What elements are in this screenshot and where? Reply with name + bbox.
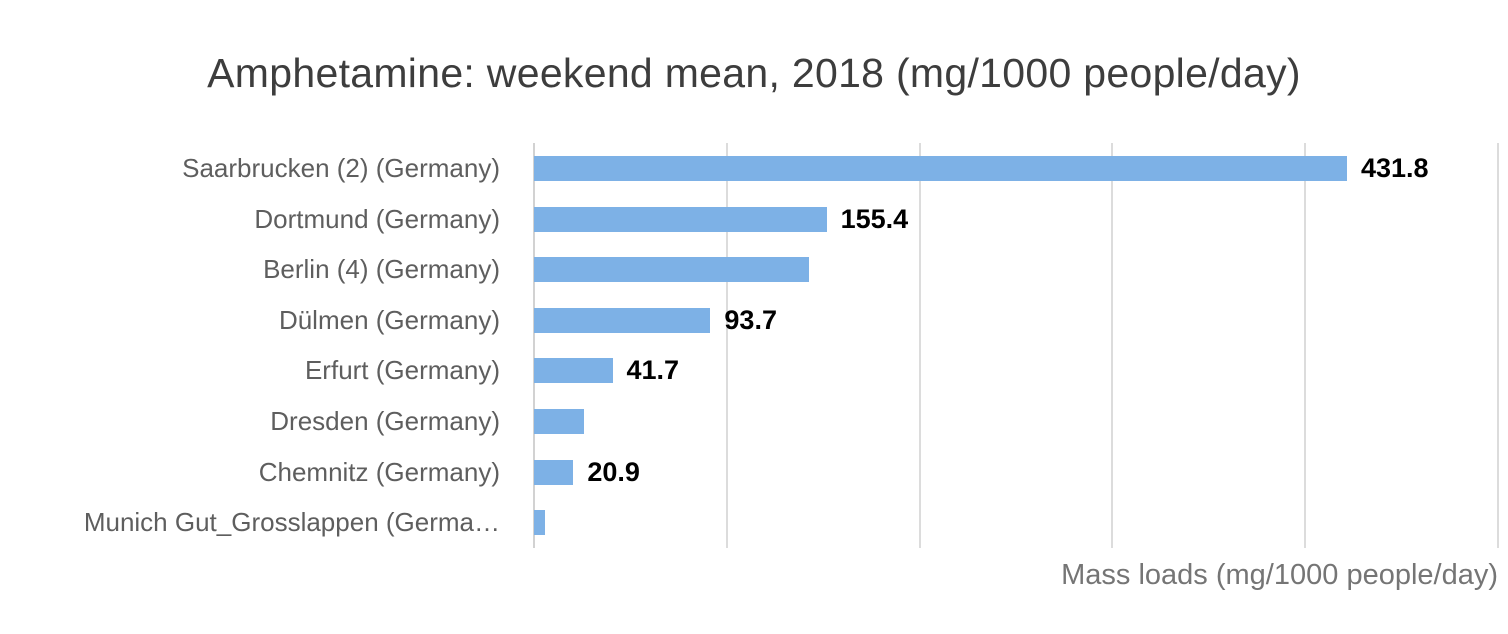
category-label: Chemnitz (Germany) xyxy=(258,456,500,487)
category-label: Dresden (Germany) xyxy=(270,405,500,436)
bar-track: 41.7 xyxy=(534,346,1498,397)
bar-row: Dortmund (Germany) 155.4 xyxy=(0,194,1508,245)
x-axis-title: Mass loads (mg/1000 people/day) xyxy=(1061,559,1498,592)
category-label: Dülmen (Germany) xyxy=(278,304,500,335)
bar[interactable] xyxy=(534,408,585,434)
bar-track: 155.4 xyxy=(534,194,1498,245)
bar-row: Berlin (4) (Germany) xyxy=(0,244,1508,295)
bar[interactable] xyxy=(534,257,809,283)
bar-rows: Saarbrucken (2) (Germany) 431.8 Dortmund… xyxy=(0,143,1508,548)
category-label: Saarbrucken (2) (Germany) xyxy=(182,152,500,183)
category-label: Dortmund (Germany) xyxy=(254,203,500,234)
bar[interactable] xyxy=(534,358,613,384)
bar-track: 431.8 xyxy=(534,143,1498,194)
bar-track xyxy=(534,396,1498,447)
bar[interactable] xyxy=(534,307,711,333)
gridlines xyxy=(533,143,1499,549)
bar-row: Chemnitz (Germany) 20.9 xyxy=(0,447,1508,498)
bar-track xyxy=(534,497,1498,548)
bar-track xyxy=(534,244,1498,295)
y-axis-line xyxy=(533,143,535,549)
bar-row: Munich Gut_Grosslappen (Germa… xyxy=(0,497,1508,548)
bar[interactable] xyxy=(534,155,1347,181)
category-label: Berlin (4) (Germany) xyxy=(263,254,500,285)
value-label: 20.9 xyxy=(587,456,640,487)
chart-title: Amphetamine: weekend mean, 2018 (mg/1000… xyxy=(207,50,1301,96)
bar-row: Dresden (Germany) xyxy=(0,396,1508,447)
gridline xyxy=(1497,143,1499,549)
bar-row: Erfurt (Germany) 41.7 xyxy=(0,346,1508,397)
bar-track: 20.9 xyxy=(534,447,1498,498)
gridline xyxy=(725,143,728,549)
bar[interactable] xyxy=(534,510,545,536)
gridline xyxy=(1304,143,1307,549)
bar[interactable] xyxy=(534,459,574,485)
value-label: 93.7 xyxy=(724,304,777,335)
bar-row: Dülmen (Germany) 93.7 xyxy=(0,295,1508,346)
category-label: Erfurt (Germany) xyxy=(304,355,500,386)
value-label: 41.7 xyxy=(626,355,680,386)
gridline xyxy=(1111,143,1114,549)
bar-track: 93.7 xyxy=(534,295,1498,346)
value-label: 431.8 xyxy=(1360,152,1429,183)
bar[interactable] xyxy=(534,206,827,232)
bar-row: Saarbrucken (2) (Germany) 431.8 xyxy=(0,143,1508,194)
plot-area: Saarbrucken (2) (Germany) 431.8 Dortmund… xyxy=(0,143,1508,549)
gridline xyxy=(918,143,921,549)
category-label: Munich Gut_Grosslappen (Germa… xyxy=(83,507,500,538)
value-label: 155.4 xyxy=(840,203,909,234)
